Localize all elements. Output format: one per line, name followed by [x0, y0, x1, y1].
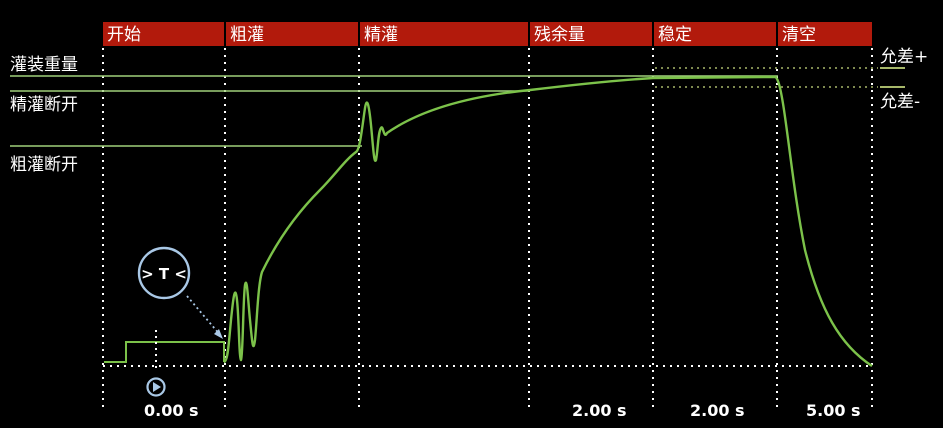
phase-start-label: 开始 — [107, 25, 141, 45]
phase-coarse-label: 粗灌 — [230, 25, 264, 45]
weight-curve — [223, 75, 873, 368]
coarse-cutoff-label: 粗灌断开 — [10, 155, 78, 175]
level-lines — [10, 75, 778, 147]
phase-start-box — [103, 22, 224, 46]
phase-empty-label: 清空 — [782, 25, 816, 45]
tolerance-lines — [655, 67, 878, 88]
fine-cutoff-label: 精灌断开 — [10, 95, 78, 115]
time-empty: 5.00 s — [806, 401, 861, 420]
phase-empty-box — [778, 22, 872, 46]
phase-fine-box — [360, 22, 528, 46]
timer-symbol: > T < — [141, 265, 187, 283]
tolerance-marks — [880, 67, 905, 88]
time-residual: 2.00 s — [572, 401, 627, 420]
time-stable: 2.00 s — [690, 401, 745, 420]
time-start: 0.00 s — [144, 401, 199, 420]
play-icon-triangle — [153, 382, 161, 392]
timer-pointer — [186, 295, 222, 337]
play-icon-circle — [146, 377, 166, 397]
fill-weight-label: 灌装重量 — [10, 55, 78, 75]
phase-residual-label: 残余量 — [534, 25, 585, 45]
timer-circle — [137, 246, 191, 300]
timer-icon: > T < — [137, 246, 191, 300]
phase-fine-label: 精灌 — [364, 25, 398, 45]
timer-pointer-arrowhead — [214, 329, 223, 339]
start-pulse — [104, 341, 225, 363]
tolerance-minus-label: 允差- — [880, 92, 920, 112]
phase-header: 开始 粗灌 精灌 残余量 稳定 清空 — [103, 22, 872, 46]
phase-stable-label: 稳定 — [658, 25, 692, 45]
play-icon — [146, 377, 166, 397]
phase-stable-box — [654, 22, 776, 46]
phase-residual-box — [530, 22, 652, 46]
phase-dividers — [102, 48, 873, 410]
tolerance-plus-label: 允差+ — [880, 47, 928, 67]
phase-coarse-box — [226, 22, 358, 46]
